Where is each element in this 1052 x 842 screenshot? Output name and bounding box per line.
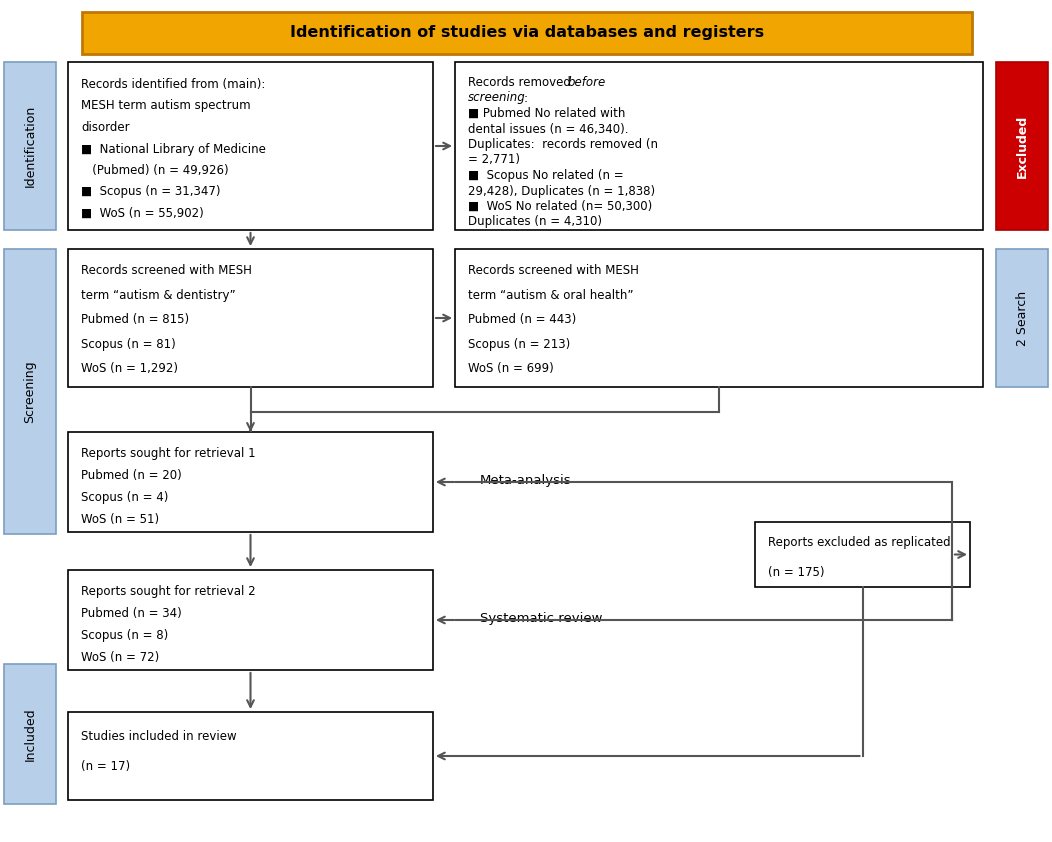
- FancyBboxPatch shape: [68, 712, 433, 800]
- Text: Scopus (n = 213): Scopus (n = 213): [468, 338, 570, 350]
- FancyBboxPatch shape: [996, 62, 1048, 230]
- Text: = 2,771): = 2,771): [468, 153, 520, 167]
- Text: Records screened with MESH: Records screened with MESH: [81, 264, 251, 277]
- FancyBboxPatch shape: [4, 249, 56, 534]
- Text: Excluded: Excluded: [1015, 115, 1029, 178]
- Text: term “autism & dentistry”: term “autism & dentistry”: [81, 289, 236, 301]
- Text: Reports sought for retrieval 1: Reports sought for retrieval 1: [81, 447, 256, 460]
- Text: WoS (n = 72): WoS (n = 72): [81, 651, 159, 664]
- Text: ■ Pubmed No related with: ■ Pubmed No related with: [468, 107, 625, 120]
- FancyBboxPatch shape: [68, 249, 433, 387]
- Text: ■  WoS (n = 55,902): ■ WoS (n = 55,902): [81, 207, 204, 220]
- Text: Identification: Identification: [23, 105, 37, 187]
- FancyBboxPatch shape: [4, 664, 56, 804]
- Text: Reports excluded as replicated: Reports excluded as replicated: [768, 536, 951, 549]
- FancyBboxPatch shape: [996, 249, 1048, 387]
- Text: WoS (n = 699): WoS (n = 699): [468, 362, 553, 375]
- Text: 29,428), Duplicates (n = 1,838): 29,428), Duplicates (n = 1,838): [468, 184, 655, 198]
- Text: :: :: [524, 92, 528, 104]
- Text: Identification of studies via databases and registers: Identification of studies via databases …: [290, 25, 764, 40]
- Text: Duplicates (n = 4,310): Duplicates (n = 4,310): [468, 216, 602, 228]
- Text: Pubmed (n = 20): Pubmed (n = 20): [81, 469, 182, 482]
- Text: Records identified from (main):: Records identified from (main):: [81, 78, 265, 91]
- Text: Meta-analysis: Meta-analysis: [480, 474, 571, 487]
- Text: Records screened with MESH: Records screened with MESH: [468, 264, 639, 277]
- FancyBboxPatch shape: [456, 62, 983, 230]
- Text: Scopus (n = 4): Scopus (n = 4): [81, 491, 168, 504]
- Text: WoS (n = 51): WoS (n = 51): [81, 513, 159, 526]
- Text: Scopus (n = 8): Scopus (n = 8): [81, 629, 168, 642]
- FancyBboxPatch shape: [755, 522, 970, 587]
- FancyBboxPatch shape: [68, 570, 433, 670]
- Text: Pubmed (n = 815): Pubmed (n = 815): [81, 313, 189, 326]
- Text: Reports sought for retrieval 2: Reports sought for retrieval 2: [81, 585, 256, 598]
- Text: Pubmed (n = 443): Pubmed (n = 443): [468, 313, 576, 326]
- FancyBboxPatch shape: [68, 432, 433, 532]
- Text: Records removed: Records removed: [468, 76, 574, 89]
- Text: Systematic review: Systematic review: [480, 612, 603, 625]
- Text: (n = 175): (n = 175): [768, 566, 825, 579]
- Text: ■  Scopus (n = 31,347): ■ Scopus (n = 31,347): [81, 185, 221, 199]
- FancyBboxPatch shape: [82, 12, 972, 54]
- FancyBboxPatch shape: [4, 62, 56, 230]
- Text: term “autism & oral health”: term “autism & oral health”: [468, 289, 633, 301]
- Text: ■  Scopus No related (n =: ■ Scopus No related (n =: [468, 169, 624, 182]
- Text: Duplicates:  records removed (n: Duplicates: records removed (n: [468, 138, 658, 151]
- FancyBboxPatch shape: [456, 249, 983, 387]
- Text: 2 Search: 2 Search: [1015, 290, 1029, 345]
- Text: Screening: Screening: [23, 360, 37, 423]
- Text: WoS (n = 1,292): WoS (n = 1,292): [81, 362, 178, 375]
- Text: Scopus (n = 81): Scopus (n = 81): [81, 338, 176, 350]
- Text: ■  WoS No related (n= 50,300): ■ WoS No related (n= 50,300): [468, 200, 652, 213]
- Text: Studies included in review: Studies included in review: [81, 730, 237, 743]
- Text: disorder: disorder: [81, 121, 129, 134]
- Text: before: before: [567, 76, 606, 89]
- Text: screening: screening: [468, 92, 526, 104]
- Text: dental issues (n = 46,340).: dental issues (n = 46,340).: [468, 122, 628, 136]
- Text: Pubmed (n = 34): Pubmed (n = 34): [81, 607, 182, 620]
- FancyBboxPatch shape: [68, 62, 433, 230]
- Text: (n = 17): (n = 17): [81, 760, 130, 773]
- Text: (Pubmed) (n = 49,926): (Pubmed) (n = 49,926): [81, 164, 228, 177]
- Text: MESH term autism spectrum: MESH term autism spectrum: [81, 99, 250, 113]
- Text: ■  National Library of Medicine: ■ National Library of Medicine: [81, 142, 266, 156]
- Text: Included: Included: [23, 707, 37, 761]
